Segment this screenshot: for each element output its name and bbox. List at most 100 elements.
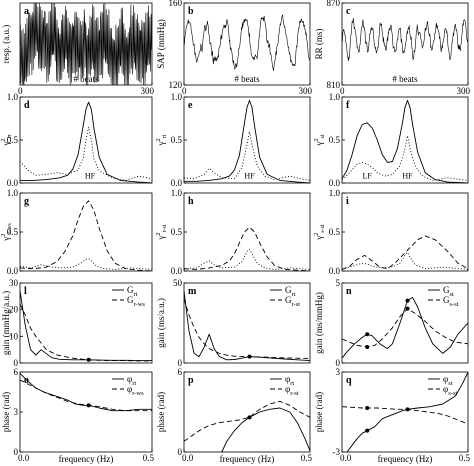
y-tick-label: 0.0	[7, 178, 19, 188]
y-tick-label: 5	[336, 278, 341, 288]
panel-letter: q	[346, 375, 352, 386]
plot-frame	[183, 371, 311, 453]
plot-frame	[341, 192, 469, 272]
x-tick-label: 0.5	[143, 453, 155, 463]
y-tick-label: 0.5	[329, 135, 341, 145]
y-tick-label: 0	[14, 358, 19, 368]
series-line-1	[341, 406, 469, 425]
y-tick-label: 1.0	[7, 188, 19, 198]
y-axis-label: resp. (a.u.)	[1, 25, 11, 63]
panel-a: 0 300 a resp. (a.u.) # beats	[1, 2, 155, 96]
series-line-0	[341, 296, 469, 359]
series-line-1	[19, 258, 153, 270]
y-tick-label: 1.0	[7, 92, 19, 102]
y-axis-label: RR (ms)	[314, 29, 324, 60]
y-axis-label: phase (rad)	[156, 392, 166, 432]
y-tick-label: 3	[336, 367, 341, 377]
panel-letter: n	[346, 286, 352, 297]
series-line-1	[183, 248, 311, 270]
plot-frame	[341, 2, 469, 86]
plot-frame	[19, 282, 153, 364]
series-line-0	[19, 200, 153, 272]
y-axis-label: γ2st	[314, 134, 326, 146]
series-line-0	[341, 99, 469, 184]
y-tick-label: -3	[333, 447, 341, 457]
panel-o: 0 3 6 0.0 0.5 o phase (rad) frequency (Hz) φrtφr…	[1, 367, 155, 464]
panel-letter: b	[188, 6, 194, 17]
y-tick-label: 0.0	[7, 266, 19, 276]
legend-label-0: Grt	[127, 285, 138, 298]
series-line-0	[183, 290, 311, 362]
y-tick-label: 160	[169, 0, 183, 8]
marker-point-0	[365, 332, 370, 337]
x-tick-label: 0	[340, 86, 345, 96]
marker-point-0	[86, 357, 91, 362]
annotation-label: HF	[85, 172, 96, 181]
series-line-0	[183, 14, 310, 72]
y-axis-label: gain (ms/mmHg)	[314, 292, 324, 354]
legend-label-1: φr-ws	[127, 384, 144, 397]
series-line-0	[341, 235, 469, 270]
y-tick-label: 0	[14, 447, 19, 457]
series-line-0	[183, 226, 311, 272]
y-axis-label: phase (rad)	[1, 392, 11, 432]
series-line-0	[341, 17, 468, 62]
panel-letter: h	[188, 196, 194, 207]
legend-label-0: φrt	[127, 374, 136, 387]
panel-d: 0.0 0.5 1.0 d γ2rr HF	[1, 92, 153, 188]
legend-label-0: Grt	[285, 285, 296, 298]
y-axis-label: γ2r-ws	[1, 223, 13, 242]
y-tick-label: 0.5	[171, 227, 183, 237]
series-line-0	[20, 101, 153, 184]
y-axis-label: γ2s-st	[314, 224, 326, 241]
plot-frame	[341, 371, 469, 453]
x-tick-label: 0.0	[340, 453, 352, 463]
legend-label-1: φr-st	[285, 384, 299, 397]
annotation-label: LF	[363, 172, 373, 181]
plot-frame	[183, 282, 311, 364]
marker-point-2	[405, 407, 410, 412]
panel-b: 120 160 0 300 b SAP (mmHg) # beats	[156, 0, 313, 96]
annotation-label: HF	[244, 172, 255, 181]
panel-letter: l	[24, 286, 27, 297]
y-tick-label: 120	[169, 80, 183, 90]
y-tick-label: 0.5	[7, 135, 19, 145]
series-line-0	[346, 371, 469, 453]
y-tick-label: 10	[9, 331, 19, 341]
y-axis-label: phase (rad)	[314, 392, 324, 432]
series-line-1	[183, 130, 311, 181]
panel-letter: o	[24, 375, 29, 386]
plot-frame	[183, 192, 311, 272]
y-tick-label: 0.5	[171, 135, 183, 145]
y-tick-label: 6	[178, 367, 183, 377]
legend-label-1: Gs-st	[443, 295, 459, 308]
x-tick-label: 0.5	[459, 453, 471, 463]
panel-letter: a	[24, 6, 29, 17]
x-tick-label: 0.0	[182, 453, 194, 463]
y-tick-label: 1.0	[329, 92, 341, 102]
series-line-1	[183, 298, 311, 359]
series-line-1	[19, 304, 152, 362]
panel-h: 0.0 0.5 1.0 h γ2r-st	[156, 188, 311, 276]
y-tick-label: 0.0	[171, 266, 183, 276]
y-tick-label: 30	[9, 278, 19, 288]
panel-letter: d	[24, 100, 30, 111]
legend-label-1: Gr-ws	[127, 295, 145, 308]
y-tick-label: 0	[178, 447, 183, 457]
x-tick-label: 300	[299, 86, 313, 96]
x-axis-label: # beats	[392, 74, 418, 84]
x-tick-label: 300	[457, 86, 471, 96]
y-tick-label: 810	[327, 80, 341, 90]
legend-label-1: Gr-st	[285, 295, 300, 308]
y-tick-label: 20	[9, 305, 19, 315]
x-tick-label: 300	[141, 86, 155, 96]
series-line-0	[184, 99, 311, 184]
y-tick-label: 50	[173, 278, 183, 288]
panel-f: 0.0 0.5 1.0 f γ2st LF HF	[314, 92, 469, 188]
panel-q: -3 3 0.0 0.5 q phase (rad) frequency (Hz) φstφs…	[314, 367, 471, 464]
y-axis-label: γ2rt	[156, 134, 168, 146]
marker-point-2	[405, 298, 410, 303]
